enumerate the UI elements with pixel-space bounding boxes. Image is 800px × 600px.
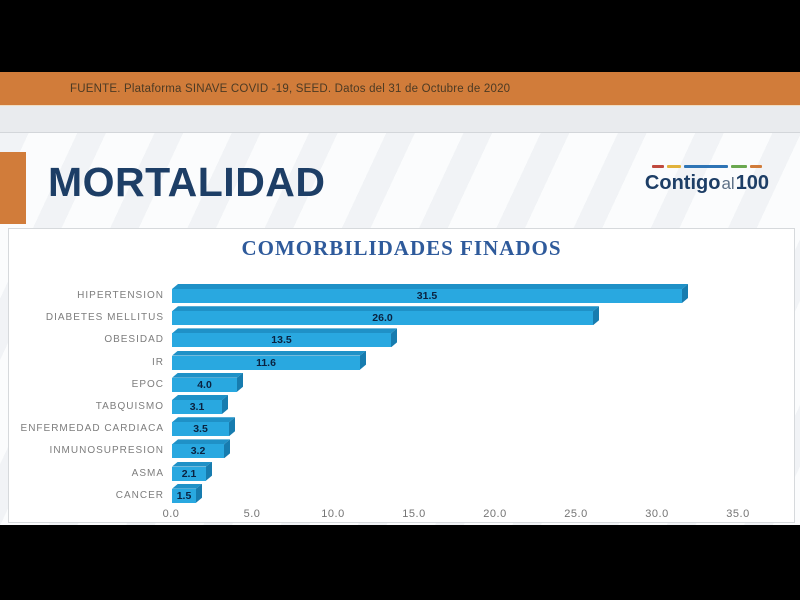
value-label: 2.1 [181, 467, 197, 480]
bar-top-face [172, 351, 366, 356]
chart-row: HIPERTENSION 31.5 [9, 285, 794, 307]
bar-hipertension: 31.5 [172, 289, 682, 303]
category-label: DIABETES MELLITUS [45, 312, 164, 324]
bar-tabquismo: 3.1 [172, 400, 222, 414]
category-label: CANCER [115, 489, 164, 501]
x-tick-label: 35.0 [726, 508, 750, 520]
bar-side-face [206, 462, 212, 481]
contigo-al-100-logo: Contigoal100 [642, 165, 772, 195]
category-label: ASMA [131, 467, 164, 479]
logo-line-segment [750, 165, 762, 168]
bar-top-face [172, 484, 202, 489]
value-label: 13.5 [271, 334, 292, 347]
chart-row: CANCER 1.5 [9, 485, 794, 507]
chart-panel: COMORBILIDADES FINADOS HIPERTENSION 31.5 D… [8, 228, 795, 523]
x-tick-label: 25.0 [564, 508, 588, 520]
category-label: IR [152, 356, 164, 368]
x-tick-label: 15.0 [402, 508, 426, 520]
bar-diabetes-mellitus: 26.0 [172, 311, 593, 326]
x-tick-label: 5.0 [243, 508, 261, 520]
bar-side-face [222, 395, 228, 414]
bar-top-face [172, 306, 599, 311]
slide-header: MORTALIDAD Contigoal100 [0, 133, 800, 228]
chart-title: COMORBILIDADES FINADOS [241, 236, 562, 260]
chart-row: DIABETES MELLITUS 26.0 [9, 307, 794, 329]
bar-epoc: 4.0 [172, 378, 237, 392]
slide-content: MORTALIDAD Contigoal100 COMORBILIDADES F… [0, 133, 800, 525]
value-label: 26.0 [372, 312, 393, 325]
category-label: HIPERTENSION [77, 290, 164, 301]
bar-side-face [593, 306, 599, 325]
divider-strip [0, 106, 800, 133]
bar-top-face [172, 373, 243, 378]
chart-row: EPOC 4.0 [9, 374, 794, 396]
value-label: 1.5 [176, 489, 192, 502]
value-label: 31.5 [416, 290, 438, 302]
bar-side-face [196, 484, 202, 503]
x-tick-label: 10.0 [321, 508, 345, 520]
category-label: INMUNOSUPRESION [49, 445, 164, 457]
value-label: 3.1 [189, 401, 205, 413]
bar-ir: 11.6 [172, 356, 360, 370]
logo-line-segment [684, 165, 728, 168]
category-label: TABQUISMO [95, 401, 164, 412]
bar-top-face [172, 328, 397, 333]
logo-word-al: al [721, 174, 735, 193]
logo-color-line [642, 165, 772, 168]
bar-obesidad: 13.5 [172, 333, 391, 348]
logo-line-segment [652, 165, 664, 168]
chart-row: ASMA 2.1 [9, 463, 794, 485]
x-axis: 0.0 5.0 10.0 15.0 20.0 25.0 30.0 35.0 [9, 507, 794, 523]
bar-top-face [172, 439, 230, 444]
bar-side-face [229, 417, 235, 436]
logo-text: Contigoal100 [642, 172, 772, 195]
bar-top-face [172, 462, 212, 467]
bar-side-face [682, 284, 688, 303]
bar-asma: 2.1 [172, 467, 206, 481]
bar-side-face [391, 328, 397, 347]
bar-cancer: 1.5 [172, 489, 196, 503]
x-tick-label: 20.0 [483, 508, 507, 520]
logo-line-segment [667, 165, 681, 168]
source-bar: FUENTE. Plataforma SINAVE COVID -19, SEE… [0, 72, 800, 106]
bar-top-face [172, 395, 228, 400]
value-label: 11.6 [256, 356, 276, 369]
source-text: FUENTE. Plataforma SINAVE COVID -19, SEE… [70, 82, 511, 95]
chart-row: TABQUISMO 3.1 [9, 396, 794, 418]
bar-side-face [224, 439, 230, 458]
category-label: EPOC [131, 378, 164, 390]
logo-line-segment [731, 165, 747, 168]
chart-row: ENFERMEDAD CARDIACA 3.5 [9, 418, 794, 440]
page-title: MORTALIDAD [48, 159, 326, 205]
value-label: 3.2 [190, 445, 206, 458]
bar-top-face [172, 284, 688, 289]
value-label: 3.5 [193, 423, 208, 436]
logo-word-contigo: Contigo [644, 172, 721, 194]
chart-row: IR 11.6 [9, 352, 794, 374]
bar-enfermedad-cardiaca: 3.5 [172, 422, 229, 437]
value-label: 4.0 [197, 378, 212, 391]
bar-side-face [237, 373, 243, 392]
x-tick-label: 0.0 [162, 508, 180, 520]
bar-inmunosupresion: 3.2 [172, 444, 224, 459]
orange-accent-square [0, 152, 26, 224]
chart-row: OBESIDAD 13.5 [9, 329, 794, 351]
bar-side-face [360, 351, 366, 370]
bar-top-face [172, 417, 235, 422]
chart-row: INMUNOSUPRESION 3.2 [9, 440, 794, 462]
category-label: ENFERMEDAD CARDIACA [20, 423, 164, 435]
category-label: OBESIDAD [104, 334, 164, 346]
x-tick-label: 30.0 [645, 508, 669, 520]
logo-word-100: 100 [735, 172, 770, 194]
